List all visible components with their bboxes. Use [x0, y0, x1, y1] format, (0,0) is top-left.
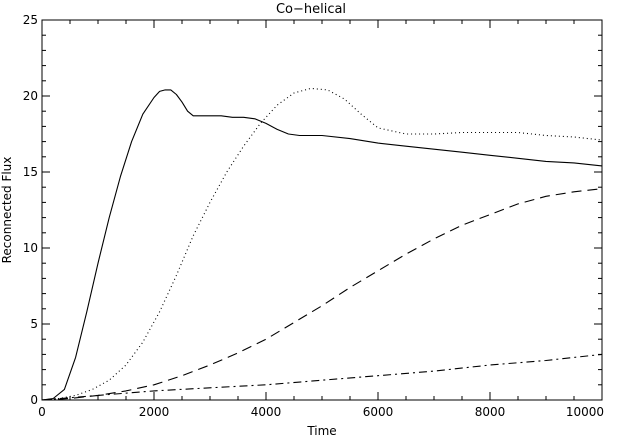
- y-tick-label: 5: [30, 317, 38, 331]
- series-line-solid: [41, 89, 603, 401]
- x-tick-label: 2000: [139, 405, 170, 419]
- y-tick-label: 15: [23, 165, 38, 179]
- plot-frame: [41, 19, 603, 401]
- axis-ticks: 0 2000 4000 6000 8000 10000 0 5 10 15 20 25: [23, 13, 604, 419]
- y-tick-label: 10: [23, 241, 38, 255]
- x-tick-label: 10000: [566, 405, 604, 419]
- y-tick-label: 20: [23, 89, 38, 103]
- x-tick-label: 8000: [475, 405, 506, 419]
- series-layer: [41, 87, 603, 401]
- series-line-dashed: [41, 188, 603, 401]
- x-axis-label: Time: [306, 424, 336, 438]
- x-tick-label: 4000: [251, 405, 282, 419]
- y-tick-label: 0: [30, 393, 38, 407]
- x-tick-label: 0: [38, 405, 46, 419]
- chart-title: Co−helical: [276, 2, 346, 17]
- x-tick-label: 6000: [363, 405, 394, 419]
- series-line-dash-dot: [41, 353, 603, 401]
- y-axis-label: Reconnected Flux: [0, 157, 14, 264]
- y-tick-label: 25: [23, 13, 38, 27]
- series-line-dotted: [41, 87, 603, 401]
